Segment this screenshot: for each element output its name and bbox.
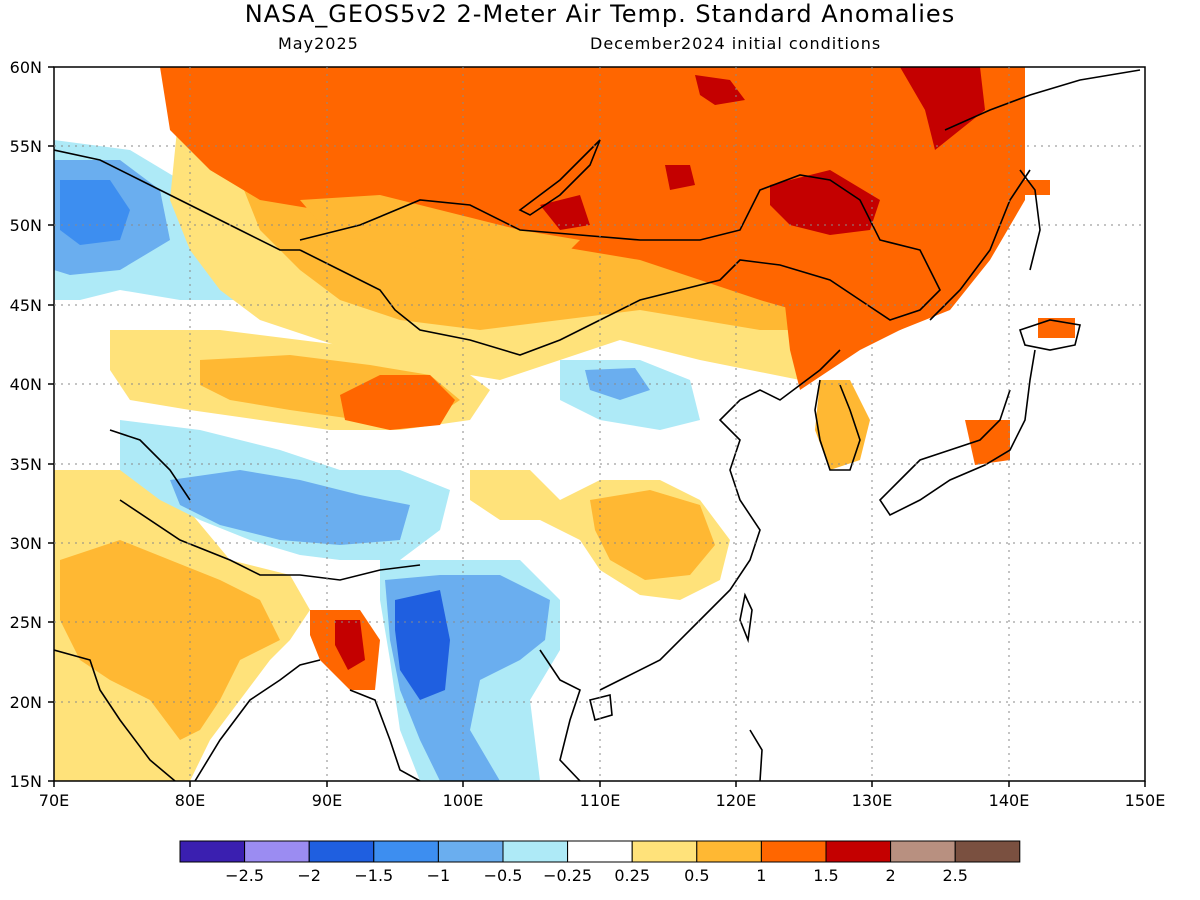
- lat-label: 45N: [10, 296, 42, 315]
- lat-label: 30N: [10, 534, 42, 553]
- anomaly-central-china-orange: [590, 490, 715, 580]
- colorbar: [179, 840, 1021, 863]
- anomaly-myanmar-strong: [395, 590, 450, 700]
- coastline-china-east: [599, 349, 841, 691]
- lon-label: 120E: [716, 791, 757, 810]
- coastline-indochina: [539, 649, 581, 781]
- anomaly-india-orange: [60, 540, 280, 740]
- colorbar-label: 2.5: [942, 866, 967, 885]
- anomaly-tibet-cool2: [170, 470, 410, 545]
- anomaly-amur-hot: [770, 170, 880, 235]
- anomaly-kazakh-cool3: [60, 180, 130, 245]
- colorbar-label: −1: [427, 866, 451, 885]
- colorbar-label: −1.5: [354, 866, 393, 885]
- colorbar-swatch: [890, 840, 956, 863]
- colorbar-swatch: [567, 840, 633, 863]
- colorbar-label: −2: [297, 866, 321, 885]
- coastline-hokkaido: [1018, 319, 1081, 351]
- anomaly-tarim-hot: [340, 375, 455, 430]
- lon-label: 140E: [989, 791, 1030, 810]
- anomaly-siberia-spot2: [540, 195, 590, 230]
- border-mongolia: [299, 174, 941, 356]
- lon-label: 90E: [312, 791, 342, 810]
- lon-label: 110E: [580, 791, 621, 810]
- lat-label: 55N: [10, 137, 42, 156]
- lon-labels: 70E 80E 90E 100E 110E 120E 130E 140E 150…: [39, 791, 1166, 810]
- lat-label: 40N: [10, 375, 42, 394]
- lat-label: 35N: [10, 455, 42, 474]
- border-xinjiang: [109, 429, 191, 501]
- lat-lon-grid: [54, 67, 1145, 781]
- coastline-tatar: [929, 169, 1031, 321]
- colorbar-swatch: [373, 840, 439, 863]
- colorbar-swatch: [244, 840, 310, 863]
- coastline-sakhalin: [1019, 169, 1041, 271]
- axis-ticks: [48, 66, 1146, 787]
- colorbar-labels: −2.5 −2 −1.5 −1 −0.5 −0.25 0.25 0.5 1 1.5 2 2.5: [225, 866, 968, 885]
- lat-label: 20N: [10, 693, 42, 712]
- colorbar-swatch: [308, 840, 375, 863]
- lon-label: 150E: [1125, 791, 1166, 810]
- lon-label: 100E: [443, 791, 484, 810]
- colorbar-swatch: [631, 840, 698, 863]
- coastline-myanmar: [349, 689, 421, 781]
- coastlines: [54, 69, 1141, 781]
- border-kazakhstan: [54, 149, 300, 251]
- coastline-taiwan: [739, 592, 753, 644]
- anomaly-siberia-spot1: [695, 75, 745, 105]
- colorbar-swatch: [760, 840, 827, 863]
- lat-label: 50N: [10, 216, 42, 235]
- lat-label: 15N: [10, 772, 42, 791]
- colorbar-label: 0.25: [614, 866, 650, 885]
- colorbar-label: −2.5: [225, 866, 264, 885]
- colorbar-swatch: [954, 840, 1021, 863]
- colorbar-label: −0.25: [543, 866, 592, 885]
- colorbar-swatch: [179, 840, 246, 863]
- lat-label: 25N: [10, 613, 42, 632]
- forecast-month: May2025: [278, 34, 359, 53]
- coastline-okhotsk: [944, 69, 1141, 131]
- coastline-india: [54, 649, 176, 781]
- coastline-luzon: [749, 729, 763, 781]
- anomaly-ne-china: [780, 250, 940, 390]
- colorbar-swatch: [502, 840, 569, 863]
- colorbar-label: −0.5: [484, 866, 523, 885]
- colorbar-swatch: [825, 840, 892, 863]
- anomaly-siberia-yellow-edge: [300, 195, 580, 260]
- colorbar-swatch: [437, 840, 504, 863]
- lon-label: 70E: [39, 791, 69, 810]
- lon-label: 80E: [175, 791, 205, 810]
- anomaly-siberia-spot3: [665, 165, 695, 190]
- map-title: NASA_GEOS5v2 2-Meter Air Temp. Standard …: [244, 0, 956, 28]
- lon-label: 130E: [852, 791, 893, 810]
- coastline-india-east: [194, 659, 321, 781]
- colorbar-label: 1: [756, 866, 766, 885]
- lake-baikal: [518, 139, 601, 216]
- coastline-hainan: [589, 693, 613, 722]
- lat-labels: 15N 20N 25N 30N 35N 40N 45N 50N 55N 60N: [10, 58, 42, 791]
- colorbar-label: 0.5: [684, 866, 709, 885]
- coastline-korea: [814, 379, 861, 471]
- colorbar-label: 2: [886, 866, 896, 885]
- anomaly-japan: [965, 420, 1010, 465]
- initial-conditions-label: December2024 initial conditions: [590, 34, 882, 53]
- anomaly-yakutia-hot: [900, 67, 985, 150]
- lat-label: 60N: [10, 58, 42, 77]
- colorbar-label: 1.5: [813, 866, 838, 885]
- anomaly-north-china-cool2: [585, 368, 650, 400]
- anomaly-bangladesh-core: [335, 620, 365, 670]
- anomaly-korea: [815, 380, 870, 470]
- anomaly-field: [54, 67, 1145, 781]
- colorbar-swatch: [696, 840, 762, 863]
- coastline-japan: [878, 349, 1036, 517]
